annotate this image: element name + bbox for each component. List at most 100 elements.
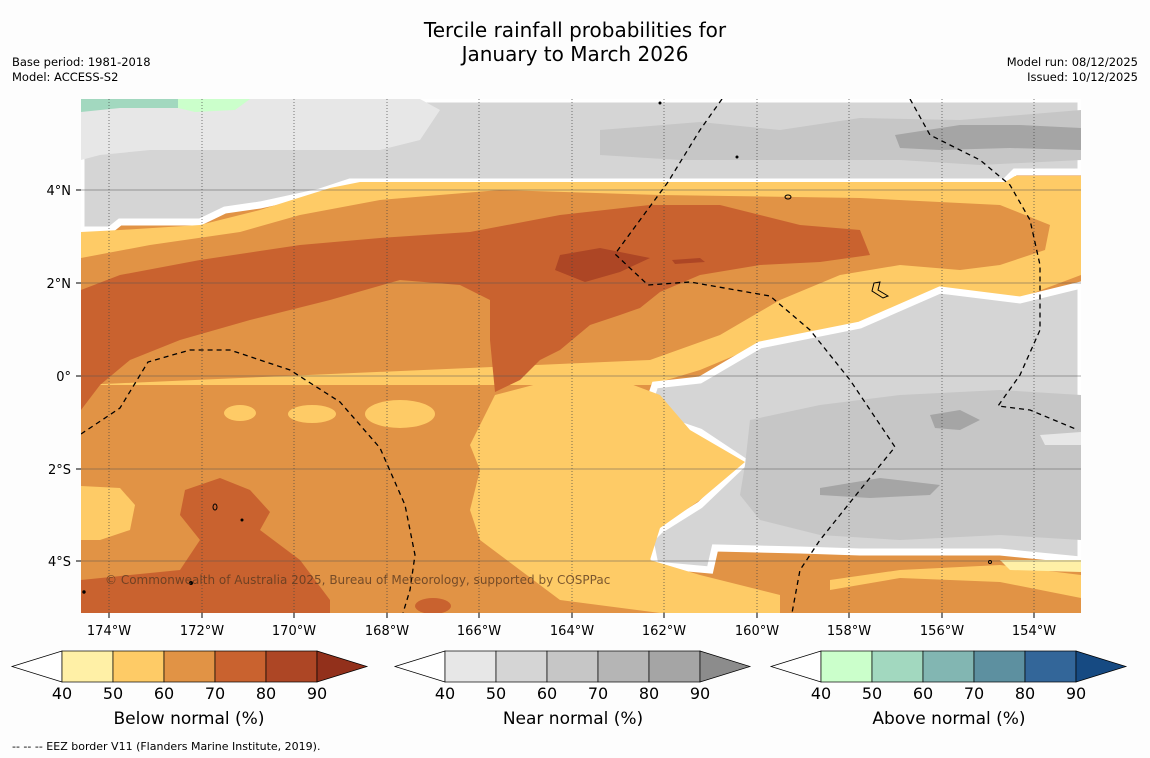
colorbar-tick-label: 60: [154, 684, 174, 703]
colorbar-min-arrow: [10, 650, 63, 683]
colorbar-tick-label: 40: [811, 684, 831, 703]
colorbar-max-arrow: [699, 650, 752, 683]
colorbar-segment: [597, 650, 650, 683]
colorbar-0: 40 50 60 70 80 90: [10, 650, 369, 703]
eez-borders: [81, 99, 1079, 613]
colorbar-label-near: Near normal (%): [502, 709, 644, 729]
lat-tick-label: 2°S: [48, 463, 71, 478]
region-near-north-60: [600, 110, 1081, 165]
region-below-yellow-blob3: [224, 405, 256, 421]
region-below-70-small: [415, 598, 451, 613]
lon-tick-label: 156°W: [920, 624, 964, 639]
lon-tick-label: 164°W: [550, 624, 594, 639]
region-below-80-b: [672, 258, 705, 264]
colorbar-segment: [495, 650, 548, 683]
lon-tick-label: 172°W: [180, 624, 224, 639]
meta-right: Model run: 08/12/2025 Issued: 10/12/2025: [1007, 55, 1138, 85]
region-above-north: [81, 99, 180, 112]
region-below-70-sw: [81, 478, 330, 613]
colorbar-segment: [61, 650, 114, 683]
colorbar-tick-label: 40: [52, 684, 72, 703]
lon-tick-label: 174°W: [87, 624, 131, 639]
colorbar-segment: [163, 650, 216, 683]
colorbar-tick-label: 70: [964, 684, 984, 703]
region-near-north-40: [81, 99, 440, 160]
colorbar-label-above: Above normal (%): [872, 709, 1026, 729]
region-near-east-60: [740, 390, 1081, 540]
region-below-40-se: [1000, 560, 1081, 572]
colorbar-segment: [922, 650, 975, 683]
lon-tick-label: 160°W: [735, 624, 779, 639]
model-name: Model: ACCESS-S2: [12, 70, 119, 84]
region-below-yellow-south: [470, 378, 780, 613]
colorbar-segment: [1024, 650, 1077, 683]
colorbar-segment: [214, 650, 267, 683]
lon-tick-label: 166°W: [457, 624, 501, 639]
colorbar-min-arrow: [393, 650, 446, 683]
lat-tick-label: 0°: [56, 370, 71, 385]
copyright-text: © Commonwealth of Australia 2025, Bureau…: [105, 573, 610, 587]
colorbar-segment: [648, 650, 701, 683]
lon-tick-label: 168°W: [365, 624, 409, 639]
region-near-north-70: [895, 125, 1081, 150]
meta-left: Base period: 1981-2018 Model: ACCESS-S2: [12, 55, 151, 85]
region-near-east-70b: [930, 410, 980, 430]
lon-axis: 174°W 172°W 170°W 168°W 166°W 164°W 162°…: [87, 613, 1056, 639]
lon-tick-label: 154°W: [1012, 624, 1056, 639]
map-plot: [81, 99, 1081, 613]
colorbar-tick-label: 70: [205, 684, 225, 703]
colorbar-2: 40 50 60 70 80 90: [769, 650, 1128, 703]
colorbar-label-below: Below normal (%): [113, 709, 265, 729]
colorbar-tick-label: 50: [486, 684, 506, 703]
map-title: Tercile rainfall probabilities for Janua…: [0, 18, 1150, 66]
lat-tick-label: 4°S: [48, 555, 71, 570]
colorbar-tick-label: 70: [588, 684, 608, 703]
colorbar-segment: [112, 650, 165, 683]
lat-axis: 4°N 2°N 0° 2°S 4°S: [47, 184, 81, 570]
colorbar-segment: [444, 650, 497, 683]
region-below-yellow-west: [81, 486, 135, 540]
colorbar-min-arrow: [769, 650, 822, 683]
colorbar-max-arrow: [316, 650, 369, 683]
region-below-orange-se: [830, 578, 1081, 613]
colorbar-tick-label: 80: [1015, 684, 1035, 703]
lat-tick-label: 2°N: [47, 277, 72, 292]
colorbar-max-arrow: [1075, 650, 1128, 683]
colorbar-1: 40 50 60 70 80 90: [393, 650, 752, 703]
colorbar-tick-label: 50: [103, 684, 123, 703]
colorbar-tick-label: 60: [913, 684, 933, 703]
colorbar-tick-label: 40: [435, 684, 455, 703]
colorbar-tick-label: 90: [307, 684, 327, 703]
lon-tick-label: 158°W: [827, 624, 871, 639]
base-period: Base period: 1981-2018: [12, 55, 151, 69]
colorbars: 40 50 60 70 80 90 40 50 60 70 80 90 40 50 60 70 80 90: [10, 650, 1128, 703]
colorbar-segment: [265, 650, 318, 683]
colorbar-tick-label: 80: [639, 684, 659, 703]
issued-date: Issued: 10/12/2025: [1027, 70, 1138, 84]
colorbar-tick-label: 90: [1066, 684, 1086, 703]
colorbar-segment: [820, 650, 873, 683]
colorbar-tick-label: 60: [537, 684, 557, 703]
model-run: Model run: 08/12/2025: [1006, 55, 1138, 69]
colorbar-tick-label: 50: [862, 684, 882, 703]
lon-tick-label: 162°W: [642, 624, 686, 639]
colorbar-segment: [973, 650, 1026, 683]
colorbar-tick-label: 80: [256, 684, 276, 703]
islands: [82, 101, 992, 594]
region-near-east-70: [820, 478, 940, 498]
colorbar-segment: [871, 650, 924, 683]
region-below-80: [555, 248, 650, 282]
lat-tick-label: 4°N: [47, 184, 72, 199]
lon-tick-label: 170°W: [272, 624, 316, 639]
colorbar-tick-label: 90: [690, 684, 710, 703]
title-line-2: January to March 2026: [461, 42, 689, 66]
eez-footnote: -- -- -- EEZ border V11 (Flanders Marine…: [12, 740, 321, 753]
region-above-north-40: [178, 99, 250, 112]
region-below-yellow-blob1: [365, 400, 435, 428]
region-near-east-60b: [1040, 432, 1081, 445]
colorbar-segment: [546, 650, 599, 683]
region-below-70: [81, 205, 870, 410]
region-below-yellow-blob2: [288, 405, 336, 423]
lat-gridlines: [81, 189, 1081, 562]
